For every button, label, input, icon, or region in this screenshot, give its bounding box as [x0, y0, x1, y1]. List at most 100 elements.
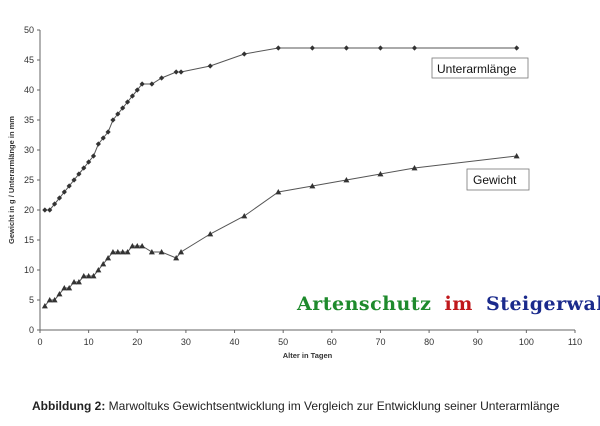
- data-point-gewicht: [207, 231, 214, 237]
- series-unterarmlaenge: [42, 45, 520, 213]
- data-point-unterarmlaenge: [86, 159, 92, 165]
- data-point-gewicht: [105, 255, 112, 261]
- watermark-word-artenschutz: Artenschutz: [296, 293, 431, 315]
- y-tick-label: 30: [24, 145, 34, 155]
- data-point-gewicht: [119, 249, 126, 255]
- data-point-unterarmlaenge: [95, 141, 101, 147]
- tick-layer: 0 10 20 30 40 50 60 70 80 90 100 110 0 5 10 15 20 25 30 35 4…: [24, 25, 582, 347]
- data-point-gewicht: [46, 297, 53, 303]
- data-point-unterarmlaenge: [309, 45, 315, 51]
- data-point-gewicht: [343, 177, 350, 183]
- data-point-gewicht: [85, 273, 92, 279]
- x-tick-label: 60: [327, 337, 337, 347]
- data-point-gewicht: [139, 243, 146, 249]
- data-point-unterarmlaenge: [129, 93, 136, 99]
- data-point-gewicht: [411, 165, 418, 171]
- data-point-unterarmlaenge: [178, 69, 184, 75]
- x-tick-label: 50: [278, 337, 288, 347]
- data-point-unterarmlaenge: [61, 189, 67, 195]
- figure-caption: Abbildung 2: Marwoltuks Gewichtsentwickl…: [32, 399, 560, 413]
- x-tick-label: 30: [181, 337, 191, 347]
- data-point-gewicht: [124, 249, 131, 255]
- annotation-gewicht-text: Gewicht: [473, 173, 517, 187]
- annotation-unterarmlaenge-text: Unterarmlänge: [437, 62, 517, 76]
- data-point-gewicht: [51, 297, 58, 303]
- data-point-unterarmlaenge: [275, 45, 281, 51]
- data-point-gewicht: [80, 273, 87, 279]
- data-point-unterarmlaenge: [71, 177, 77, 183]
- data-point-unterarmlaenge: [173, 69, 179, 75]
- data-point-gewicht: [114, 249, 121, 255]
- data-point-gewicht: [309, 183, 316, 189]
- data-point-unterarmlaenge: [241, 51, 247, 57]
- y-tick-label: 45: [24, 55, 34, 65]
- data-point-unterarmlaenge: [100, 135, 106, 141]
- x-tick-label: 20: [132, 337, 142, 347]
- watermark-logo: Artenschutz im Steigerwald: [296, 293, 600, 315]
- data-point-gewicht: [129, 243, 136, 249]
- data-point-unterarmlaenge: [42, 207, 48, 213]
- data-point-gewicht: [75, 279, 82, 285]
- series-layer: [41, 45, 520, 309]
- data-point-unterarmlaenge: [120, 105, 126, 111]
- data-point-gewicht: [90, 273, 97, 279]
- watermark-word-im: im: [445, 293, 473, 315]
- y-tick-label: 15: [24, 235, 34, 245]
- y-tick-label: 5: [29, 295, 34, 305]
- data-point-gewicht: [100, 261, 107, 267]
- data-point-gewicht: [513, 153, 520, 159]
- x-tick-label: 0: [37, 337, 42, 347]
- x-axis-label: Alter in Tagen: [283, 351, 333, 360]
- data-point-unterarmlaenge: [105, 129, 111, 135]
- data-point-unterarmlaenge: [56, 195, 63, 201]
- data-point-unterarmlaenge: [158, 75, 165, 81]
- data-point-unterarmlaenge: [47, 207, 53, 213]
- data-point-unterarmlaenge: [51, 201, 58, 207]
- x-tick-label: 80: [424, 337, 434, 347]
- series-line-gewicht: [44, 155, 517, 307]
- data-point-unterarmlaenge: [66, 183, 72, 189]
- data-point-unterarmlaenge: [139, 81, 145, 87]
- data-point-gewicht: [66, 285, 73, 291]
- data-point-unterarmlaenge: [110, 117, 116, 123]
- data-point-unterarmlaenge: [81, 165, 87, 171]
- series-gewicht: [41, 153, 520, 309]
- data-point-unterarmlaenge: [343, 45, 350, 51]
- y-tick-label: 20: [24, 205, 34, 215]
- data-point-gewicht: [61, 285, 68, 291]
- data-point-gewicht: [173, 255, 180, 261]
- data-point-unterarmlaenge: [514, 45, 520, 51]
- data-point-gewicht: [109, 249, 116, 255]
- data-point-gewicht: [148, 249, 155, 255]
- data-point-unterarmlaenge: [377, 45, 384, 51]
- x-tick-label: 110: [568, 337, 582, 347]
- x-tick-label: 10: [84, 337, 94, 347]
- data-point-unterarmlaenge: [134, 87, 140, 93]
- data-point-gewicht: [71, 279, 78, 285]
- x-tick-label: 100: [519, 337, 534, 347]
- annotation-gewicht: Gewicht: [466, 168, 530, 191]
- data-point-gewicht: [178, 249, 185, 255]
- x-tick-label: 90: [473, 337, 483, 347]
- watermark-word-steigerwald: Steigerwald: [486, 293, 600, 315]
- data-point-unterarmlaenge: [207, 63, 213, 69]
- data-point-unterarmlaenge: [76, 171, 82, 177]
- caption-text: Marwoltuks Gewichtsentwicklung im Vergle…: [105, 399, 560, 413]
- y-tick-label: 0: [29, 325, 34, 335]
- data-point-gewicht: [95, 267, 102, 273]
- data-point-gewicht: [377, 171, 384, 177]
- annotation-unterarmlaenge: Unterarmlänge: [431, 57, 529, 79]
- caption-label: Abbildung 2:: [32, 399, 106, 413]
- chart: 0 10 20 30 40 50 60 70 80 90 100 110 0 5 10 15 20 25 30 35 4…: [7, 25, 600, 360]
- y-tick-label: 40: [24, 85, 34, 95]
- data-point-gewicht: [275, 189, 282, 195]
- data-point-unterarmlaenge: [411, 45, 418, 51]
- data-point-gewicht: [241, 213, 248, 219]
- data-point-gewicht: [41, 303, 48, 309]
- x-tick-label: 40: [230, 337, 240, 347]
- y-axis-label: Gewicht in g / Unterarmlänge in mm: [7, 116, 16, 244]
- y-tick-label: 25: [24, 175, 34, 185]
- data-point-unterarmlaenge: [115, 111, 121, 117]
- data-point-unterarmlaenge: [149, 81, 155, 87]
- data-point-gewicht: [158, 249, 165, 255]
